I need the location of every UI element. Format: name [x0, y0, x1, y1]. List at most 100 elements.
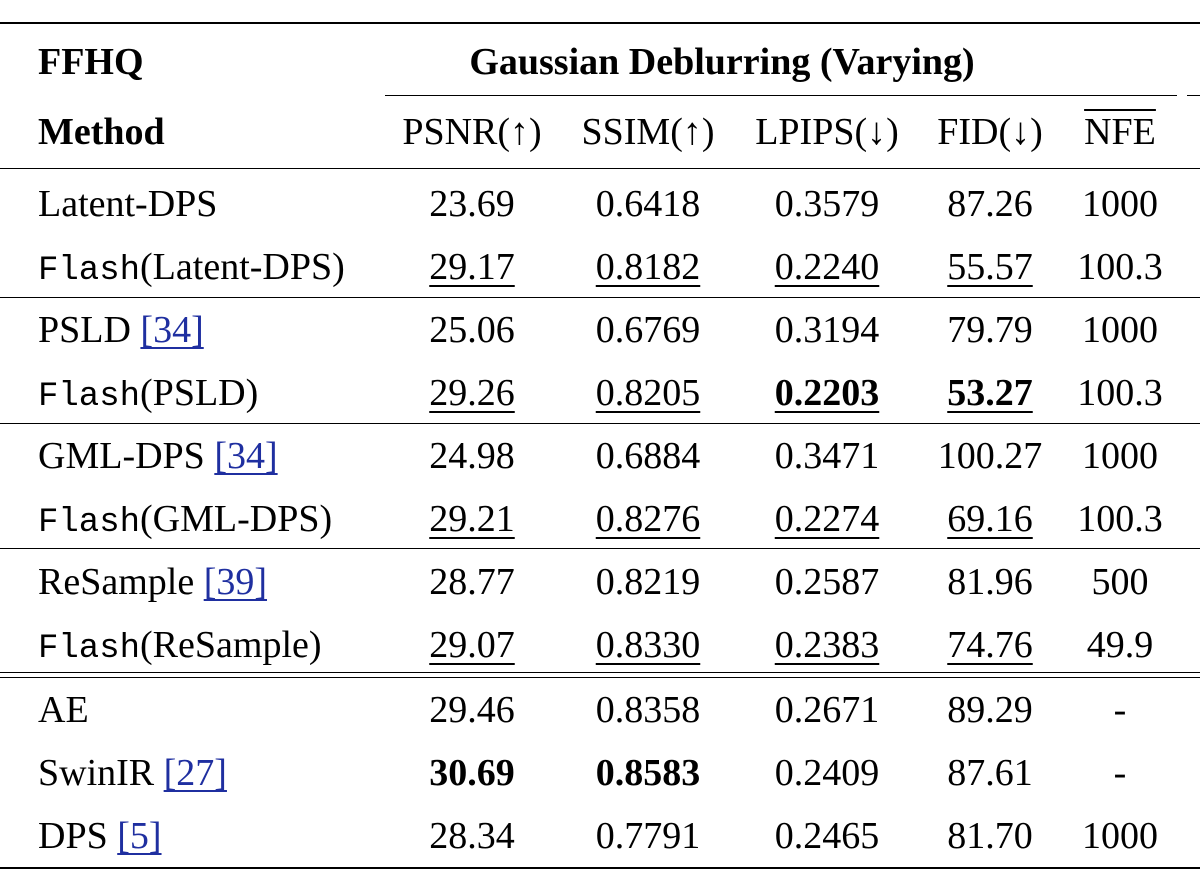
table-cell: 87.61: [947, 752, 1033, 794]
table-cell: 0.6884: [595, 435, 701, 477]
table-cell: 29.17: [429, 246, 515, 288]
group-rule-4a: [0, 672, 1200, 674]
method-name: (PSLD): [140, 372, 259, 414]
table-cell: 0.8205: [595, 372, 701, 414]
table-cell: 0.6769: [595, 309, 701, 351]
method-prefix: Flash: [38, 504, 141, 542]
table-cell: 1000: [1082, 435, 1158, 477]
table-cell: 1000: [1082, 309, 1158, 351]
table-cell: 79.79: [947, 309, 1033, 351]
method-cell: DPS [5]: [38, 812, 162, 860]
table-cell: 0.2409: [774, 752, 880, 794]
table-cell: 30.69: [429, 752, 515, 794]
table-cell: 49.9: [1086, 624, 1154, 666]
citation-link[interactable]: [34]: [140, 309, 204, 351]
table-bottom-rule: [0, 867, 1200, 869]
table-cell: 29.26: [429, 372, 515, 414]
table-cell: 0.2383: [774, 624, 880, 666]
table-cell: 0.7791: [595, 815, 701, 857]
method-prefix: Flash: [38, 252, 141, 290]
table-cell: 0.3579: [774, 183, 880, 225]
table-cell: 0.6418: [595, 183, 701, 225]
method-cell: PSLD [34]: [38, 306, 204, 354]
method-cell: SwinIR [27]: [38, 749, 227, 797]
method-name: (Latent-DPS): [140, 246, 345, 288]
table-cell: 0.8330: [595, 624, 701, 666]
table-cell: 100.27: [937, 435, 1043, 477]
table-cell: 55.57: [947, 246, 1033, 288]
method-name: GML-DPS: [38, 435, 205, 477]
table-cell: 0.2203: [774, 372, 880, 414]
citation-link[interactable]: [39]: [203, 561, 268, 603]
table-cell: 23.69: [429, 183, 515, 225]
table-cell: 0.3194: [774, 309, 880, 351]
table-cell: 0.2274: [774, 498, 880, 540]
table-cell: 89.29: [947, 689, 1033, 731]
method-name: PSLD: [38, 309, 131, 351]
table-cell: 53.27: [947, 372, 1033, 414]
table-cell: 0.2240: [774, 246, 880, 288]
table-cell: 29.46: [429, 689, 515, 731]
method-name: (GML-DPS): [140, 498, 333, 540]
table-cell: 81.70: [947, 815, 1033, 857]
table-cell: 28.34: [429, 815, 515, 857]
table-cell: 0.8276: [595, 498, 701, 540]
table-cell: 29.21: [429, 498, 515, 540]
column-header-nfe: NFE: [1084, 111, 1156, 153]
table-cell: 87.26: [947, 183, 1033, 225]
table-cell: 0.8358: [595, 689, 701, 731]
table-cell: 25.06: [429, 309, 515, 351]
method-name: (ReSample): [140, 624, 322, 666]
table-cell: -: [1113, 752, 1127, 794]
method-cell: GML-DPS [34]: [38, 432, 278, 480]
table-cell: 0.3471: [774, 435, 880, 477]
method-prefix: Flash: [38, 378, 141, 416]
citation-link[interactable]: [5]: [117, 815, 162, 857]
table-cell: 0.2671: [774, 689, 880, 731]
method-name: DPS: [38, 815, 108, 857]
table-cell: -: [1113, 689, 1127, 731]
group-rule-1: [0, 297, 1200, 299]
column-header-fid: FID(↓): [937, 111, 1043, 153]
table-cell: 0.8182: [595, 246, 701, 288]
method-name: ReSample: [38, 561, 195, 603]
column-header-ssim: SSIM(↑): [581, 111, 715, 153]
method-cell: AE: [38, 686, 89, 734]
table-cell: 500: [1091, 561, 1149, 603]
table-cell: 24.98: [429, 435, 515, 477]
table-cell: 74.76: [947, 624, 1033, 666]
table-cell: 100.3: [1077, 246, 1163, 288]
column-header-psnr: PSNR(↑): [402, 111, 542, 153]
column-header-lpips: LPIPS(↓): [755, 111, 899, 153]
table-cell: 1000: [1082, 815, 1158, 857]
method-header: Method: [38, 111, 165, 153]
table-cell: 0.8583: [595, 752, 701, 794]
method-cell: Latent-DPS: [38, 180, 217, 228]
method-prefix: Flash: [38, 630, 141, 668]
table-cell: 0.2465: [774, 815, 880, 857]
table-cell: 0.2587: [774, 561, 880, 603]
table-cell: 29.07: [429, 624, 515, 666]
group-rule-2: [0, 423, 1200, 425]
dataset-label: FFHQ: [38, 41, 144, 83]
header-cmidrule: [385, 95, 1177, 97]
method-cell: Flash(PSLD): [38, 369, 258, 417]
table-cell: 1000: [1082, 183, 1158, 225]
method-cell: ReSample [39]: [38, 558, 267, 606]
group-rule-3: [0, 548, 1200, 550]
method-cell: Flash(ReSample): [38, 621, 322, 669]
method-name: AE: [38, 689, 89, 731]
table-cell: 0.8219: [595, 561, 701, 603]
method-name: Latent-DPS: [38, 183, 218, 225]
header-bottom-rule: [0, 168, 1200, 170]
citation-link[interactable]: [34]: [214, 435, 278, 477]
method-cell: Flash(Latent-DPS): [38, 243, 345, 291]
table-cell: 69.16: [947, 498, 1033, 540]
table-cell: 81.96: [947, 561, 1033, 603]
citation-link[interactable]: [27]: [163, 752, 227, 794]
table-cell: 28.77: [429, 561, 515, 603]
table-cell: 100.3: [1077, 372, 1163, 414]
table-cell: 100.3: [1077, 498, 1163, 540]
method-name: SwinIR: [38, 752, 155, 794]
table-top-rule: [0, 22, 1200, 24]
